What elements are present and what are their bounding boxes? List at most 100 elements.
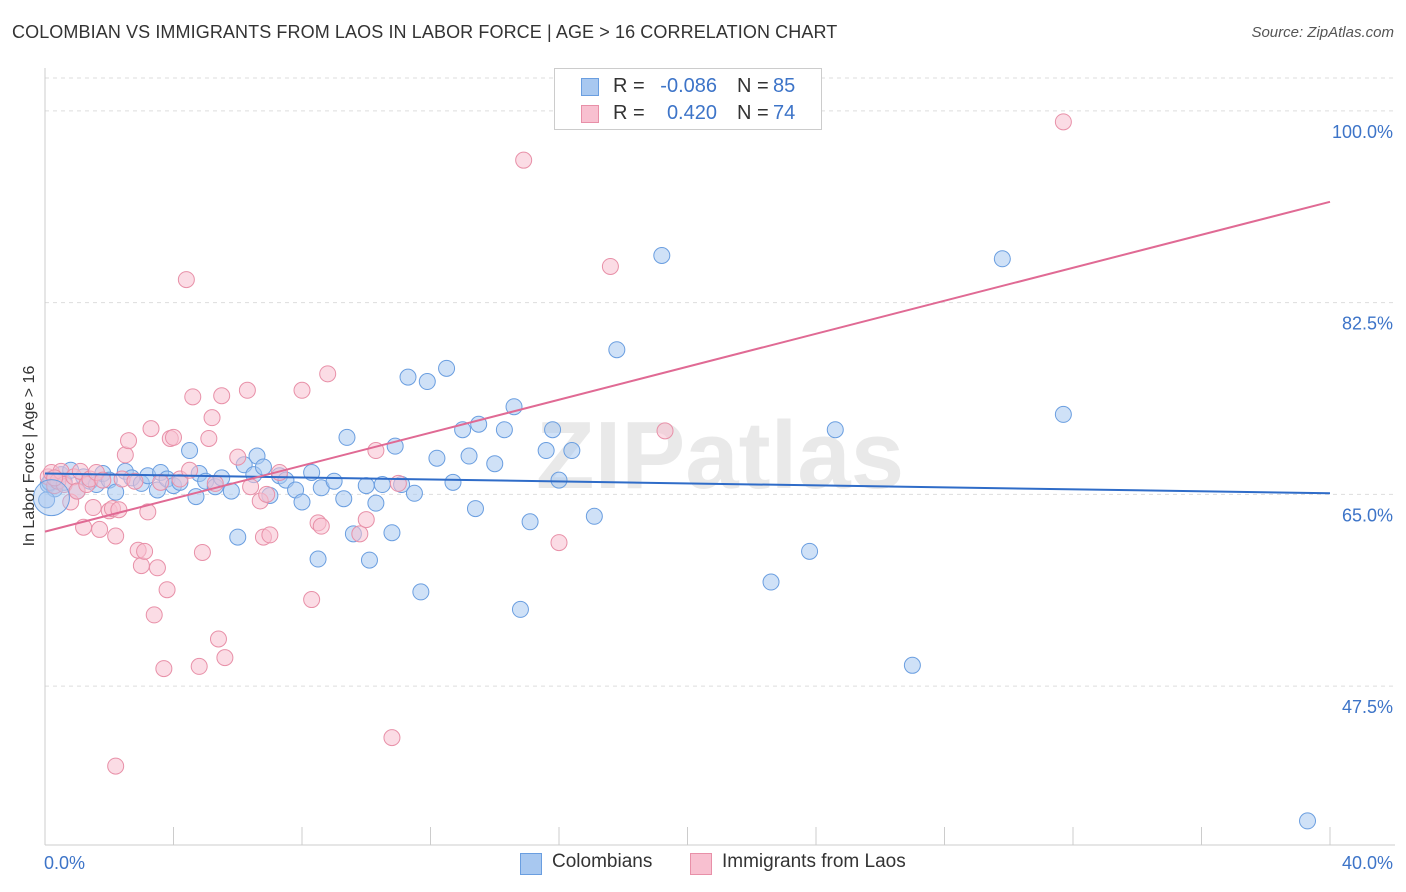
data-point xyxy=(399,368,417,386)
data-point xyxy=(511,600,529,618)
data-point xyxy=(338,428,356,446)
data-point xyxy=(550,534,568,552)
legend-swatch-colombians xyxy=(581,78,599,96)
data-point xyxy=(213,387,231,405)
series-legend: Colombians Immigrants from Laos xyxy=(0,851,1406,879)
data-point xyxy=(177,271,195,289)
data-point xyxy=(515,151,533,169)
data-point xyxy=(389,474,407,492)
data-point xyxy=(357,511,375,529)
data-point xyxy=(254,458,272,476)
data-point xyxy=(181,442,199,460)
y-tick-label: 82.5% xyxy=(1342,314,1393,334)
data-point xyxy=(357,477,375,495)
data-point xyxy=(656,422,674,440)
data-point xyxy=(229,528,247,546)
data-point xyxy=(132,557,150,575)
data-point xyxy=(120,432,138,450)
correlation-legend: R = -0.086 N = 85 R = 0.420 N = 74 xyxy=(554,68,822,130)
data-point xyxy=(1299,812,1317,830)
data-point xyxy=(826,421,844,439)
data-point xyxy=(94,471,112,489)
data-point xyxy=(91,520,109,538)
data-point xyxy=(110,501,128,519)
data-point xyxy=(903,656,921,674)
data-point xyxy=(229,448,247,466)
data-point xyxy=(412,583,430,601)
data-point xyxy=(444,473,462,491)
data-point xyxy=(608,341,626,359)
data-point xyxy=(428,449,446,467)
data-point xyxy=(142,420,160,438)
y-tick-label: 100.0% xyxy=(1332,122,1393,142)
data-point xyxy=(107,757,125,775)
data-point xyxy=(238,381,256,399)
data-point xyxy=(203,409,221,427)
data-point xyxy=(360,551,378,569)
data-point xyxy=(158,581,176,599)
legend-r-label: R = xyxy=(613,102,645,124)
data-point xyxy=(325,472,343,490)
legend-swatch-colombians xyxy=(520,853,542,875)
data-point xyxy=(181,461,199,479)
axes xyxy=(44,68,1395,846)
data-point xyxy=(495,421,513,439)
data-point xyxy=(152,473,170,491)
data-point xyxy=(585,507,603,525)
data-point xyxy=(126,472,144,490)
data-point xyxy=(84,499,102,517)
data-point xyxy=(216,649,234,667)
data-point xyxy=(293,493,311,511)
data-point xyxy=(190,657,208,675)
data-point xyxy=(155,660,173,678)
data-point xyxy=(193,543,211,561)
data-point xyxy=(165,428,182,446)
data-point xyxy=(38,491,56,509)
chart-title: COLOMBIAN VS IMMIGRANTS FROM LAOS IN LAB… xyxy=(12,22,838,42)
data-point xyxy=(486,455,504,473)
data-point xyxy=(1054,113,1072,131)
data-point xyxy=(303,591,321,609)
data-point xyxy=(319,365,337,383)
series-laos xyxy=(39,113,1072,775)
legend-n-label: N = xyxy=(737,75,769,97)
data-point xyxy=(32,479,70,517)
data-point xyxy=(544,421,562,439)
data-point xyxy=(550,471,568,489)
x-tick-label: 0.0% xyxy=(44,853,85,873)
data-point xyxy=(107,527,125,545)
data-point xyxy=(351,525,369,543)
trend-lines xyxy=(44,200,1331,533)
y-tick-label: 65.0% xyxy=(1342,505,1393,525)
data-point xyxy=(367,494,385,512)
data-point xyxy=(136,542,154,560)
data-point xyxy=(258,485,276,503)
data-point xyxy=(537,442,555,460)
data-point xyxy=(563,442,581,460)
series-colombians xyxy=(38,247,1317,830)
data-point xyxy=(438,359,456,377)
data-point xyxy=(993,250,1011,268)
data-point xyxy=(1054,405,1072,423)
data-point xyxy=(801,542,819,560)
data-points xyxy=(32,113,1317,830)
data-point xyxy=(383,524,401,542)
data-point xyxy=(116,446,134,464)
data-point xyxy=(209,630,227,648)
data-point xyxy=(148,559,166,577)
data-point xyxy=(309,550,327,568)
legend-r-value: -0.086 xyxy=(660,75,717,97)
data-point xyxy=(405,484,423,502)
watermark: ZIPatlas xyxy=(536,402,904,509)
tick-labels: 100.0% 82.5% 65.0% 47.5% 0.0% 40.0% xyxy=(44,122,1393,873)
data-point xyxy=(460,447,478,465)
data-point xyxy=(418,373,436,391)
data-point xyxy=(200,429,218,447)
legend-r-label: R = xyxy=(613,75,645,97)
legend-n-label: N = xyxy=(737,102,769,124)
x-tick-label: 40.0% xyxy=(1342,853,1393,873)
legend-n-value: 74 xyxy=(773,102,796,124)
data-point xyxy=(335,490,353,508)
chart-source: Source: ZipAtlas.com xyxy=(1251,24,1394,41)
